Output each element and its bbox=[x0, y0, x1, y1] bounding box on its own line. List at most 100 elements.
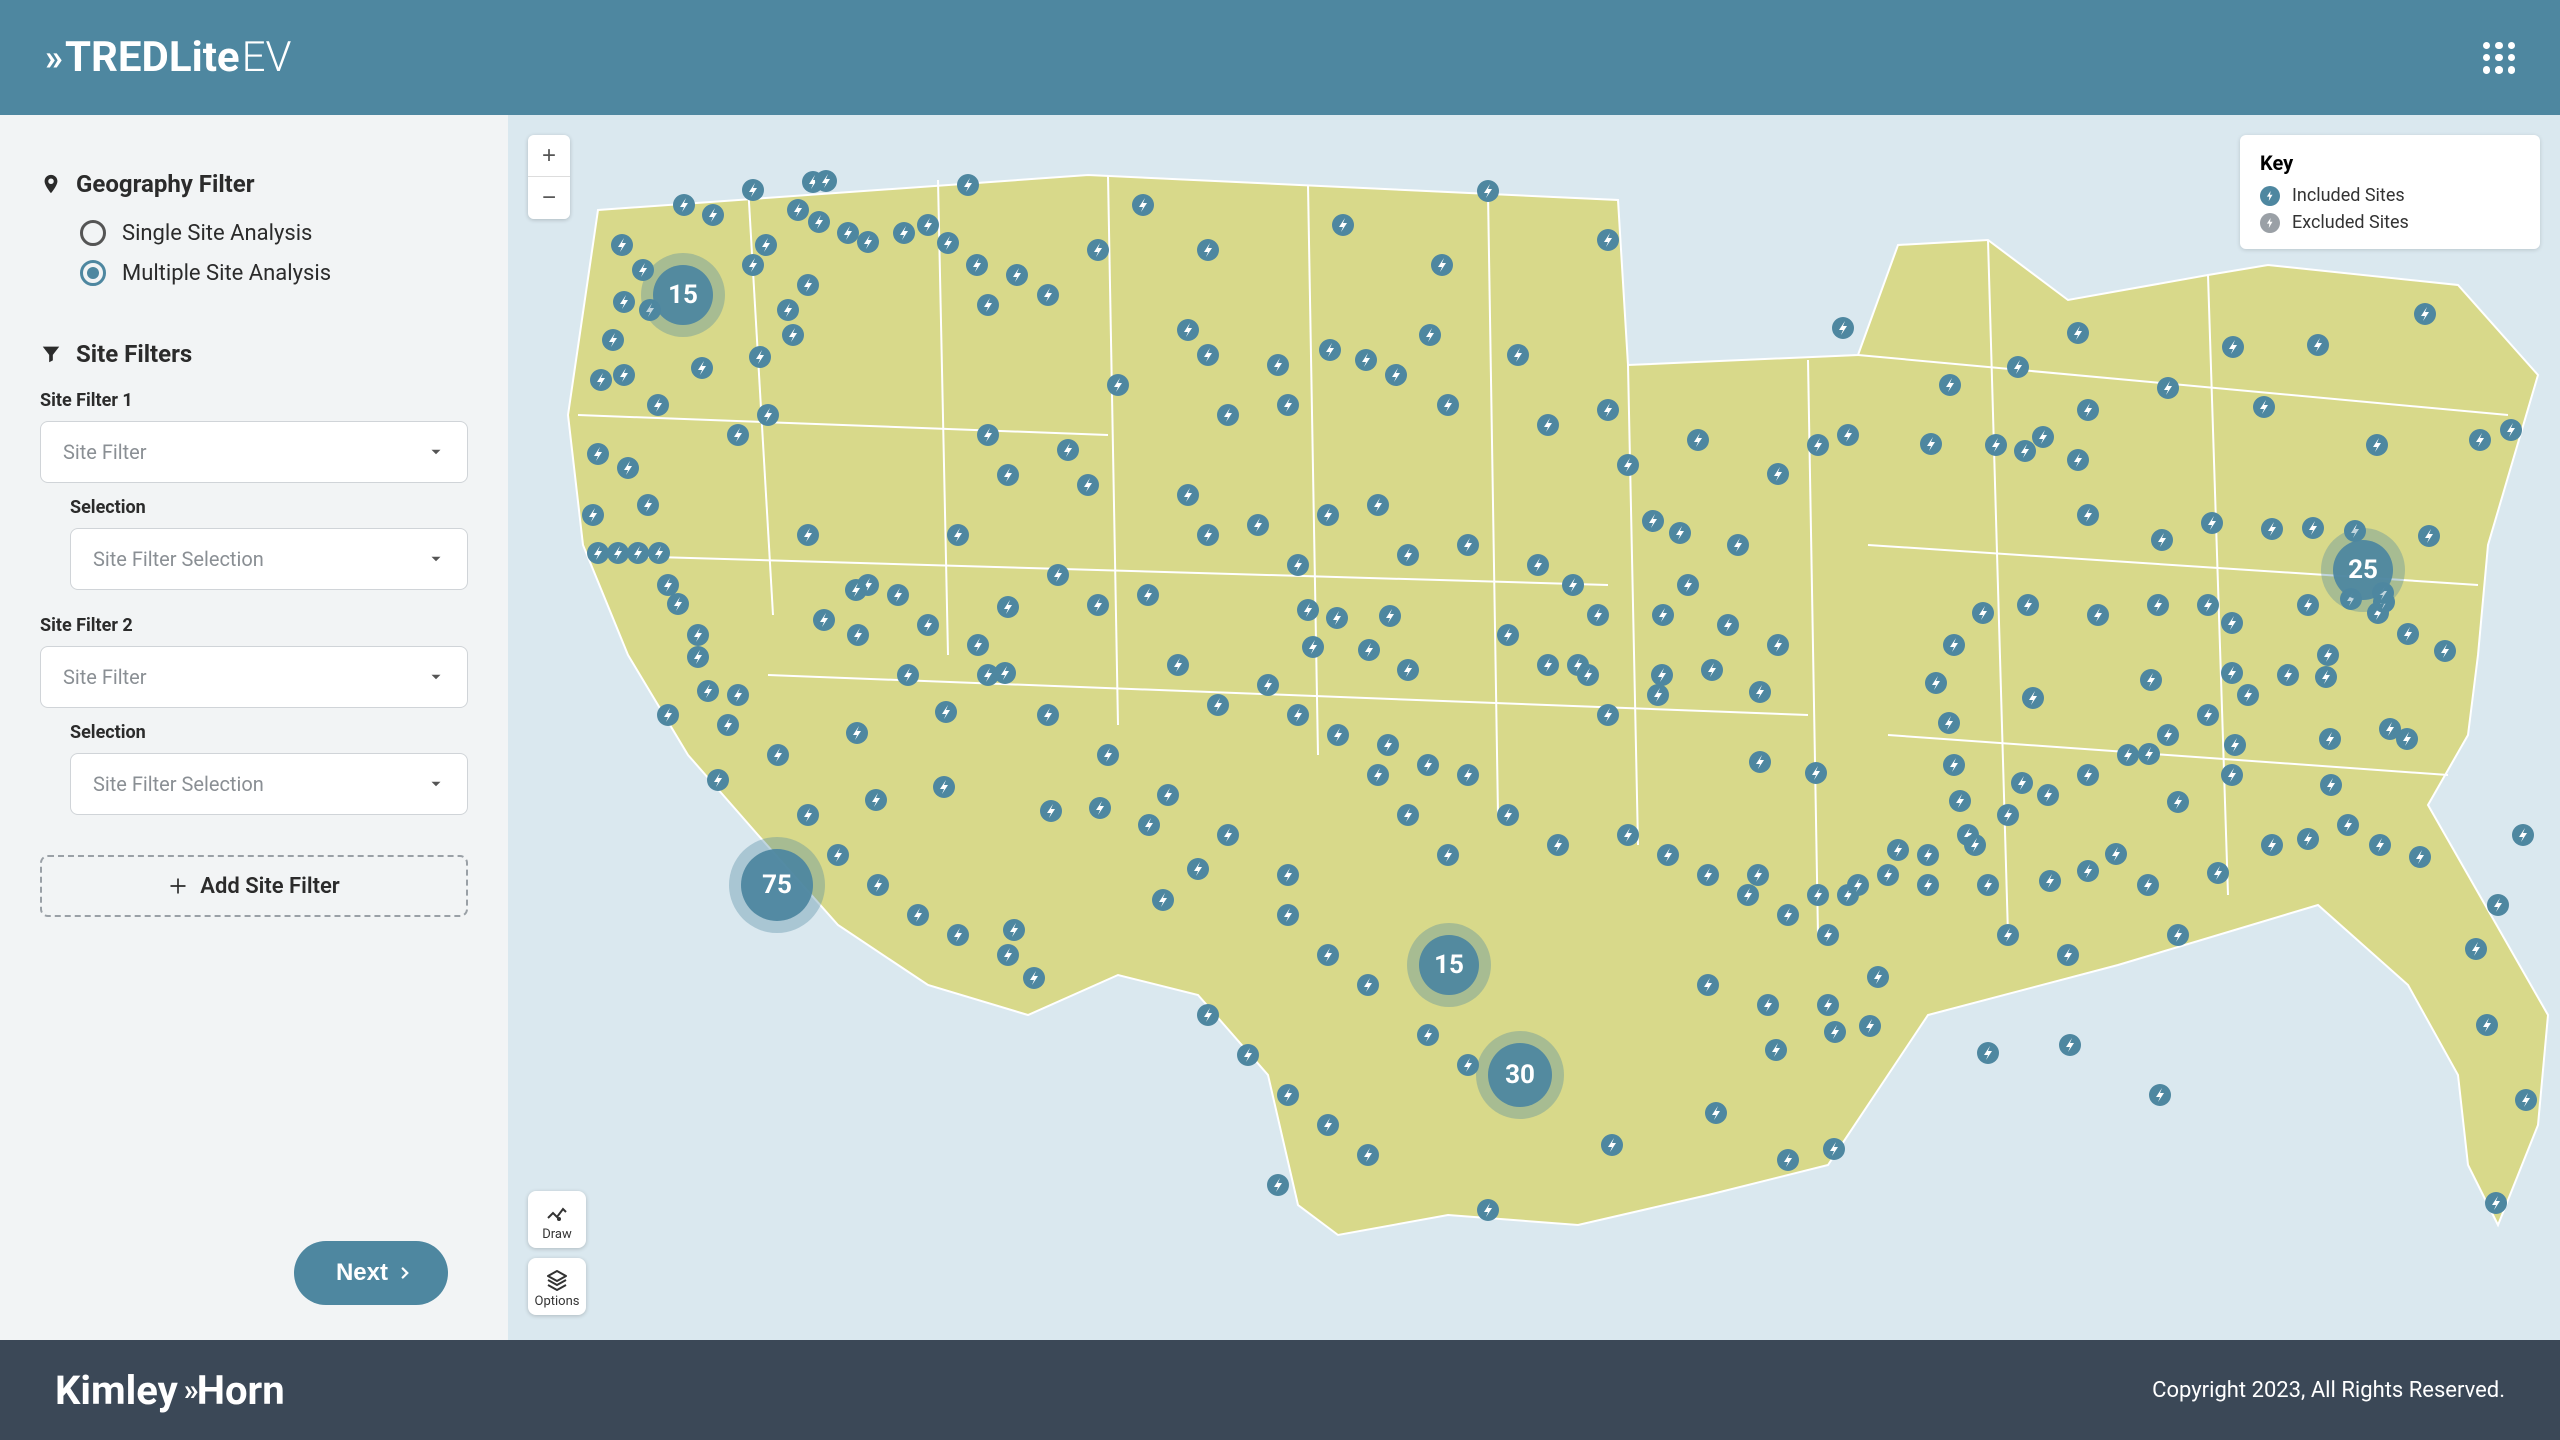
next-button[interactable]: Next bbox=[294, 1241, 448, 1305]
site-marker[interactable] bbox=[749, 346, 771, 368]
site-marker[interactable] bbox=[1527, 554, 1549, 576]
site-marker[interactable] bbox=[627, 542, 649, 564]
site-marker[interactable] bbox=[2302, 517, 2324, 539]
site-marker[interactable] bbox=[1887, 839, 1909, 861]
site-marker[interactable] bbox=[1437, 844, 1459, 866]
map-panel[interactable]: 1575153025 + − Draw Options Key Included… bbox=[508, 115, 2560, 1340]
site-marker[interactable] bbox=[1379, 605, 1401, 627]
site-marker[interactable] bbox=[2221, 764, 2243, 786]
site-marker[interactable] bbox=[1497, 804, 1519, 826]
site-marker[interactable] bbox=[1157, 784, 1179, 806]
site-marker[interactable] bbox=[1187, 858, 1209, 880]
site-marker[interactable] bbox=[2297, 594, 2319, 616]
site-marker[interactable] bbox=[837, 222, 859, 244]
site-marker[interactable] bbox=[1597, 704, 1619, 726]
site-marker[interactable] bbox=[1377, 734, 1399, 756]
site-marker[interactable] bbox=[2297, 828, 2319, 850]
site-marker[interactable] bbox=[657, 574, 679, 596]
site-marker[interactable] bbox=[1938, 712, 1960, 734]
site-marker[interactable] bbox=[2207, 862, 2229, 884]
site-marker[interactable] bbox=[1037, 704, 1059, 726]
site-marker[interactable] bbox=[727, 684, 749, 706]
site-marker[interactable] bbox=[997, 596, 1019, 618]
site-marker[interactable] bbox=[2167, 924, 2189, 946]
site-marker[interactable] bbox=[2077, 764, 2099, 786]
site-marker[interactable] bbox=[2465, 938, 2487, 960]
site-marker[interactable] bbox=[1943, 634, 1965, 656]
site-marker[interactable] bbox=[1647, 684, 1669, 706]
site-marker[interactable] bbox=[742, 179, 764, 201]
radio-multiple-site[interactable]: Multiple Site Analysis bbox=[80, 260, 468, 286]
options-tool-button[interactable]: Options bbox=[528, 1258, 586, 1315]
site-marker[interactable] bbox=[2307, 334, 2329, 356]
site-marker[interactable] bbox=[2105, 843, 2127, 865]
site-marker[interactable] bbox=[2057, 944, 2079, 966]
site-marker[interactable] bbox=[2414, 303, 2436, 325]
site-marker[interactable] bbox=[1057, 439, 1079, 461]
site-marker[interactable] bbox=[1925, 672, 1947, 694]
site-marker[interactable] bbox=[2077, 860, 2099, 882]
site-marker[interactable] bbox=[907, 904, 929, 926]
site-marker[interactable] bbox=[1152, 889, 1174, 911]
site-marker[interactable] bbox=[2138, 743, 2160, 765]
site-marker[interactable] bbox=[1577, 664, 1599, 686]
site-filter-select[interactable]: Site Filter bbox=[40, 421, 468, 483]
site-marker[interactable] bbox=[1601, 1134, 1623, 1156]
site-marker[interactable] bbox=[2224, 734, 2246, 756]
site-marker[interactable] bbox=[815, 170, 837, 192]
cluster-marker[interactable]: 15 bbox=[641, 253, 725, 337]
add-site-filter-button[interactable]: Add Site Filter bbox=[40, 855, 468, 917]
site-marker[interactable] bbox=[2253, 396, 2275, 418]
site-marker[interactable] bbox=[2409, 846, 2431, 868]
cluster-marker[interactable]: 30 bbox=[1476, 1031, 1564, 1119]
site-marker[interactable] bbox=[1332, 214, 1354, 236]
site-marker[interactable] bbox=[1138, 814, 1160, 836]
site-marker[interactable] bbox=[1824, 1021, 1846, 1043]
site-marker[interactable] bbox=[997, 944, 1019, 966]
site-marker[interactable] bbox=[1705, 1102, 1727, 1124]
site-marker[interactable] bbox=[1326, 607, 1348, 629]
site-marker[interactable] bbox=[1877, 864, 1899, 886]
site-marker[interactable] bbox=[1237, 1044, 1259, 1066]
site-marker[interactable] bbox=[1477, 1199, 1499, 1221]
site-marker[interactable] bbox=[691, 357, 713, 379]
site-marker[interactable] bbox=[1277, 864, 1299, 886]
site-marker[interactable] bbox=[1867, 966, 1889, 988]
site-marker[interactable] bbox=[1507, 344, 1529, 366]
site-marker[interactable] bbox=[808, 211, 830, 233]
site-marker[interactable] bbox=[1757, 994, 1779, 1016]
site-marker[interactable] bbox=[947, 524, 969, 546]
site-marker[interactable] bbox=[1077, 474, 1099, 496]
site-marker[interactable] bbox=[1437, 394, 1459, 416]
site-marker[interactable] bbox=[2487, 894, 2509, 916]
site-marker[interactable] bbox=[977, 424, 999, 446]
site-marker[interactable] bbox=[1319, 339, 1341, 361]
site-marker[interactable] bbox=[1597, 229, 1619, 251]
site-marker[interactable] bbox=[1197, 524, 1219, 546]
site-marker[interactable] bbox=[2379, 718, 2401, 740]
site-marker[interactable] bbox=[2067, 322, 2089, 344]
site-marker[interactable] bbox=[937, 232, 959, 254]
site-marker[interactable] bbox=[613, 291, 635, 313]
site-marker[interactable] bbox=[1823, 1138, 1845, 1160]
site-marker[interactable] bbox=[1287, 554, 1309, 576]
site-marker[interactable] bbox=[2237, 684, 2259, 706]
site-marker[interactable] bbox=[1651, 664, 1673, 686]
site-marker[interactable] bbox=[757, 404, 779, 426]
site-marker[interactable] bbox=[1327, 724, 1349, 746]
site-marker[interactable] bbox=[1397, 544, 1419, 566]
site-marker[interactable] bbox=[1859, 1015, 1881, 1037]
site-marker[interactable] bbox=[1847, 874, 1869, 896]
site-marker[interactable] bbox=[2197, 594, 2219, 616]
site-marker[interactable] bbox=[673, 194, 695, 216]
site-marker[interactable] bbox=[2369, 834, 2391, 856]
site-marker[interactable] bbox=[2017, 594, 2039, 616]
site-marker[interactable] bbox=[1302, 636, 1324, 658]
site-marker[interactable] bbox=[1943, 754, 1965, 776]
site-marker[interactable] bbox=[1197, 239, 1219, 261]
site-marker[interactable] bbox=[813, 609, 835, 631]
site-marker[interactable] bbox=[787, 199, 809, 221]
site-marker[interactable] bbox=[2157, 377, 2179, 399]
site-marker[interactable] bbox=[1457, 1054, 1479, 1076]
site-marker[interactable] bbox=[1917, 874, 1939, 896]
